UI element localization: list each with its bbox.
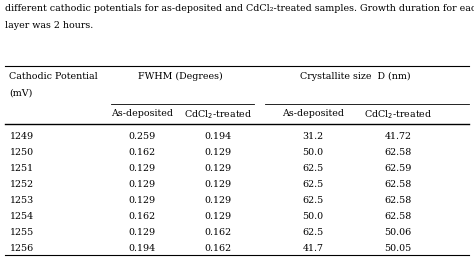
Text: 62.58: 62.58 xyxy=(384,196,412,205)
Text: 50.06: 50.06 xyxy=(384,228,412,237)
Text: 0.129: 0.129 xyxy=(204,212,232,221)
Text: 62.5: 62.5 xyxy=(302,228,323,237)
Text: 0.129: 0.129 xyxy=(128,180,156,189)
Text: CdCl$_2$-treated: CdCl$_2$-treated xyxy=(364,109,432,121)
Text: 1255: 1255 xyxy=(9,228,34,237)
Text: 31.2: 31.2 xyxy=(302,132,323,141)
Text: 50.0: 50.0 xyxy=(302,212,323,221)
Text: 62.5: 62.5 xyxy=(302,196,323,205)
Text: 62.58: 62.58 xyxy=(384,180,412,189)
Text: 50.05: 50.05 xyxy=(384,244,412,253)
Text: As-deposited: As-deposited xyxy=(282,109,344,118)
Text: 0.162: 0.162 xyxy=(204,228,232,237)
Text: 0.129: 0.129 xyxy=(204,196,232,205)
Text: 41.7: 41.7 xyxy=(302,244,323,253)
Text: 62.58: 62.58 xyxy=(384,212,412,221)
Text: 62.59: 62.59 xyxy=(384,164,412,173)
Text: CdCl$_2$-treated: CdCl$_2$-treated xyxy=(184,109,252,121)
Text: 0.162: 0.162 xyxy=(204,244,232,253)
Text: 1252: 1252 xyxy=(9,180,34,189)
Text: 0.162: 0.162 xyxy=(128,212,156,221)
Text: FWHM (Degrees): FWHM (Degrees) xyxy=(138,72,222,81)
Text: 0.162: 0.162 xyxy=(128,148,156,157)
Text: different cathodic potentials for as-deposited and CdCl₂-treated samples. Growth: different cathodic potentials for as-dep… xyxy=(5,4,474,13)
Text: 0.129: 0.129 xyxy=(128,164,156,173)
Text: 62.58: 62.58 xyxy=(384,148,412,157)
Text: 1251: 1251 xyxy=(9,164,34,173)
Text: 1254: 1254 xyxy=(9,212,34,221)
Text: 62.5: 62.5 xyxy=(302,164,323,173)
Text: 1256: 1256 xyxy=(9,244,34,253)
Text: 0.129: 0.129 xyxy=(128,228,156,237)
Text: As-deposited: As-deposited xyxy=(111,109,173,118)
Text: 0.194: 0.194 xyxy=(204,132,232,141)
Text: 1249: 1249 xyxy=(9,132,34,141)
Text: 62.5: 62.5 xyxy=(302,180,323,189)
Text: 1253: 1253 xyxy=(9,196,34,205)
Text: 0.129: 0.129 xyxy=(204,164,232,173)
Text: layer was 2 hours.: layer was 2 hours. xyxy=(5,21,93,30)
Text: 1250: 1250 xyxy=(9,148,34,157)
Text: (mV): (mV) xyxy=(9,89,33,98)
Text: 0.129: 0.129 xyxy=(204,148,232,157)
Text: Cathodic Potential: Cathodic Potential xyxy=(9,72,98,81)
Text: 0.259: 0.259 xyxy=(128,132,156,141)
Text: Crystallite size  D (nm): Crystallite size D (nm) xyxy=(300,72,411,81)
Text: 50.0: 50.0 xyxy=(302,148,323,157)
Text: 0.194: 0.194 xyxy=(128,244,156,253)
Text: 41.72: 41.72 xyxy=(385,132,411,141)
Text: 0.129: 0.129 xyxy=(128,196,156,205)
Text: 0.129: 0.129 xyxy=(204,180,232,189)
